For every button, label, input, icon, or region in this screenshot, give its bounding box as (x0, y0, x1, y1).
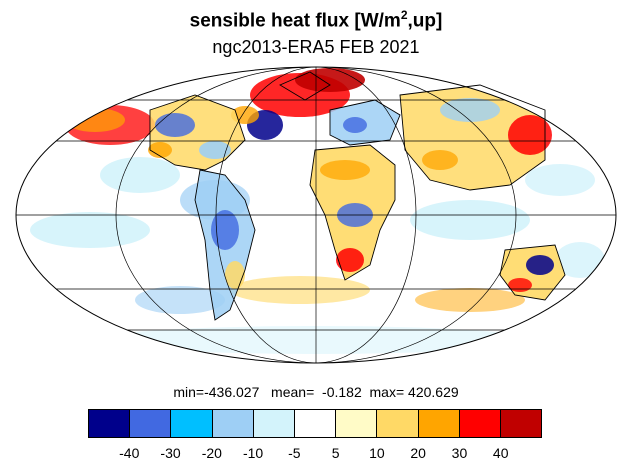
title-superscript: 2 (400, 8, 408, 22)
colorbar-tick-label: 30 (451, 445, 468, 461)
coastlines (149, 71, 566, 321)
field-statistics: min=-436.027 mean= -0.182 max= 420.629 (0, 384, 632, 400)
colorbar-swatch (130, 410, 172, 437)
colorbar-tick-label: 40 (492, 445, 509, 461)
colorbar-swatch (418, 410, 460, 437)
stat-mean-label: mean= (259, 384, 323, 400)
colorbar-swatch (459, 410, 501, 437)
colorbar-tick-label: 10 (369, 445, 385, 461)
colorbar-tick-label: -5 (288, 445, 301, 461)
colorbar-swatch (336, 410, 378, 437)
colorbar-swatch (377, 410, 419, 437)
title-suffix: ,up] (407, 10, 443, 32)
colorbar-tick-label: 20 (410, 445, 426, 461)
colorbar-swatch (171, 410, 213, 437)
colorbar-tick-label: -40 (119, 445, 140, 461)
colorbar-swatch (294, 410, 337, 437)
map-subtitle: ngc2013-ERA5 FEB 2021 (212, 37, 420, 57)
colorbar-swatch (212, 410, 254, 437)
graticule (16, 67, 616, 363)
stat-min-value: -436.027 (204, 384, 260, 400)
meridian-line (215, 67, 417, 363)
stat-max-label: max= (361, 384, 409, 400)
mollweide-map (15, 66, 617, 364)
map-title: sensible heat flux [W/m2,up] (0, 8, 632, 32)
colorbar-tick-label: -30 (160, 445, 181, 461)
stat-min-label: min= (173, 384, 205, 400)
title-text: sensible heat flux [W/m (189, 10, 401, 32)
colorbar-tick-label: 5 (331, 445, 340, 461)
colorbar-tick-label: -10 (242, 445, 264, 461)
flux-field (30, 68, 605, 354)
meridian-line (115, 67, 517, 363)
colorbar-swatch (89, 410, 131, 437)
stat-mean-value: -0.182 (322, 384, 362, 400)
colorbar-tick-label: -20 (201, 445, 222, 461)
colorbar (88, 409, 542, 438)
stat-max-value: 420.629 (408, 384, 459, 400)
globe-outline (15, 66, 617, 364)
colorbar-swatch (500, 410, 542, 437)
colorbar-swatch (253, 410, 295, 437)
